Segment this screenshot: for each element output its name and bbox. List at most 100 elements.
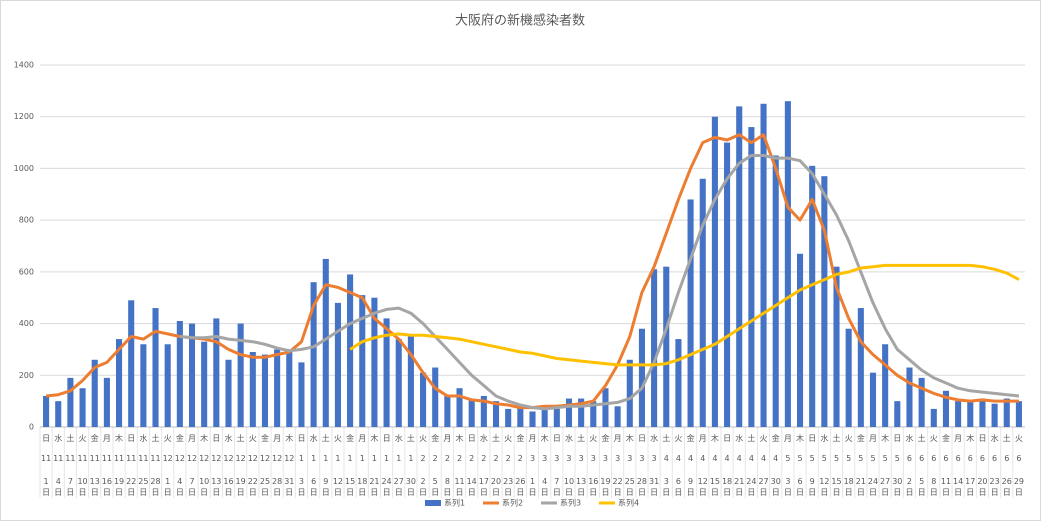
bar [249, 352, 256, 427]
x-tick-label: 土 12 19 日 [236, 433, 246, 497]
bar [955, 401, 962, 427]
x-tick-label: 木 4 15 日 [710, 433, 720, 497]
x-tick-label: 火 3 16 日 [588, 434, 598, 497]
x-tick-label: 金 1 15 日 [345, 433, 355, 497]
x-tick-label: 金 12 4 日 [175, 433, 185, 497]
x-tick-label: 月 1 18 日 [357, 434, 367, 497]
x-tick-label: 火 4 27 日 [758, 434, 768, 497]
bar [347, 274, 354, 427]
x-tick-label: 土 3 13 日 [576, 433, 586, 497]
bar [651, 269, 658, 427]
x-tick-label: 日 6 20 日 [977, 434, 987, 497]
x-tick-label: 水 2 17 日 [479, 433, 489, 497]
x-tick-label: 水 5 12 日 [819, 433, 829, 497]
x-tick-label: 金 2 26 日 [515, 433, 525, 497]
x-tick-label: 月 12 7 日 [187, 434, 197, 497]
bar [395, 339, 402, 427]
bar [237, 323, 244, 427]
bar [565, 398, 573, 427]
line-series [179, 154, 1020, 411]
bar [1003, 398, 1010, 427]
bar [942, 390, 949, 427]
legend-label: 系列2 [502, 498, 523, 508]
bar [626, 359, 633, 427]
x-tick-label: 土 5 15 日 [831, 433, 841, 497]
x-tick-label: 水 3 10 日 [564, 433, 574, 497]
x-tick-label: 金 6 11 日 [941, 433, 951, 497]
bar [918, 377, 925, 427]
bar [55, 401, 62, 427]
bar [116, 339, 123, 427]
bar [91, 359, 98, 427]
y-tick-label: 400 [19, 319, 34, 328]
bar [724, 142, 731, 428]
y-tick-label: 800 [19, 216, 34, 225]
bar [152, 308, 159, 427]
x-tick-label: 日 11 1 日 [41, 434, 51, 497]
bar [845, 328, 852, 427]
x-tick-label: 火 2 23 日 [503, 434, 513, 497]
bar [103, 377, 110, 427]
bar [322, 258, 329, 427]
bar [869, 372, 877, 427]
legend-swatch [425, 500, 441, 506]
bar [298, 362, 305, 427]
bar [736, 106, 743, 427]
bar [602, 388, 609, 427]
bar [67, 377, 74, 427]
bar [882, 344, 889, 427]
bar [760, 103, 767, 428]
bar [480, 395, 487, 427]
bar [517, 406, 524, 427]
x-tick-label: 日 2 14 日 [467, 434, 477, 497]
legend-label: 系列4 [618, 498, 639, 508]
bar [833, 266, 840, 427]
y-tick-label: 600 [19, 267, 34, 276]
bar [188, 323, 196, 427]
y-tick-label: 0 [29, 423, 34, 432]
bar [699, 178, 706, 427]
bar [638, 328, 645, 427]
bar [274, 349, 281, 427]
bar [541, 406, 548, 427]
bar [979, 398, 986, 427]
bar [225, 359, 232, 427]
x-tick-label: 土 11 28 日 [150, 433, 160, 497]
bar [809, 165, 816, 428]
bar [359, 295, 366, 427]
bar [578, 398, 585, 427]
x-tick-label: 火 11 10 日 [77, 434, 87, 497]
x-tick-label: 水 1 27 日 [394, 433, 404, 497]
bar [79, 388, 86, 427]
y-tick-label: 200 [19, 371, 34, 380]
x-tick-label: 土 2 20 日 [491, 433, 501, 497]
x-tick-label: 水 3 31 日 [649, 433, 659, 497]
bar [213, 318, 220, 427]
bar [1015, 401, 1022, 427]
x-tick-label: 火 5 18 日 [844, 434, 854, 497]
x-tick-label: 土 11 7 日 [65, 433, 75, 497]
bar [140, 344, 147, 427]
x-tick-label: 水 4 21 日 [734, 433, 744, 497]
bar [906, 367, 913, 427]
bar [967, 401, 974, 427]
bar [164, 344, 171, 427]
bar [456, 388, 463, 427]
bar [772, 155, 779, 427]
x-tick-label: 月 12 28 日 [272, 434, 282, 497]
x-tick-label: 月 5 24 日 [868, 434, 878, 497]
x-tick-label: 火 12 1 日 [163, 434, 173, 497]
bar [176, 320, 183, 427]
bar [553, 408, 560, 427]
